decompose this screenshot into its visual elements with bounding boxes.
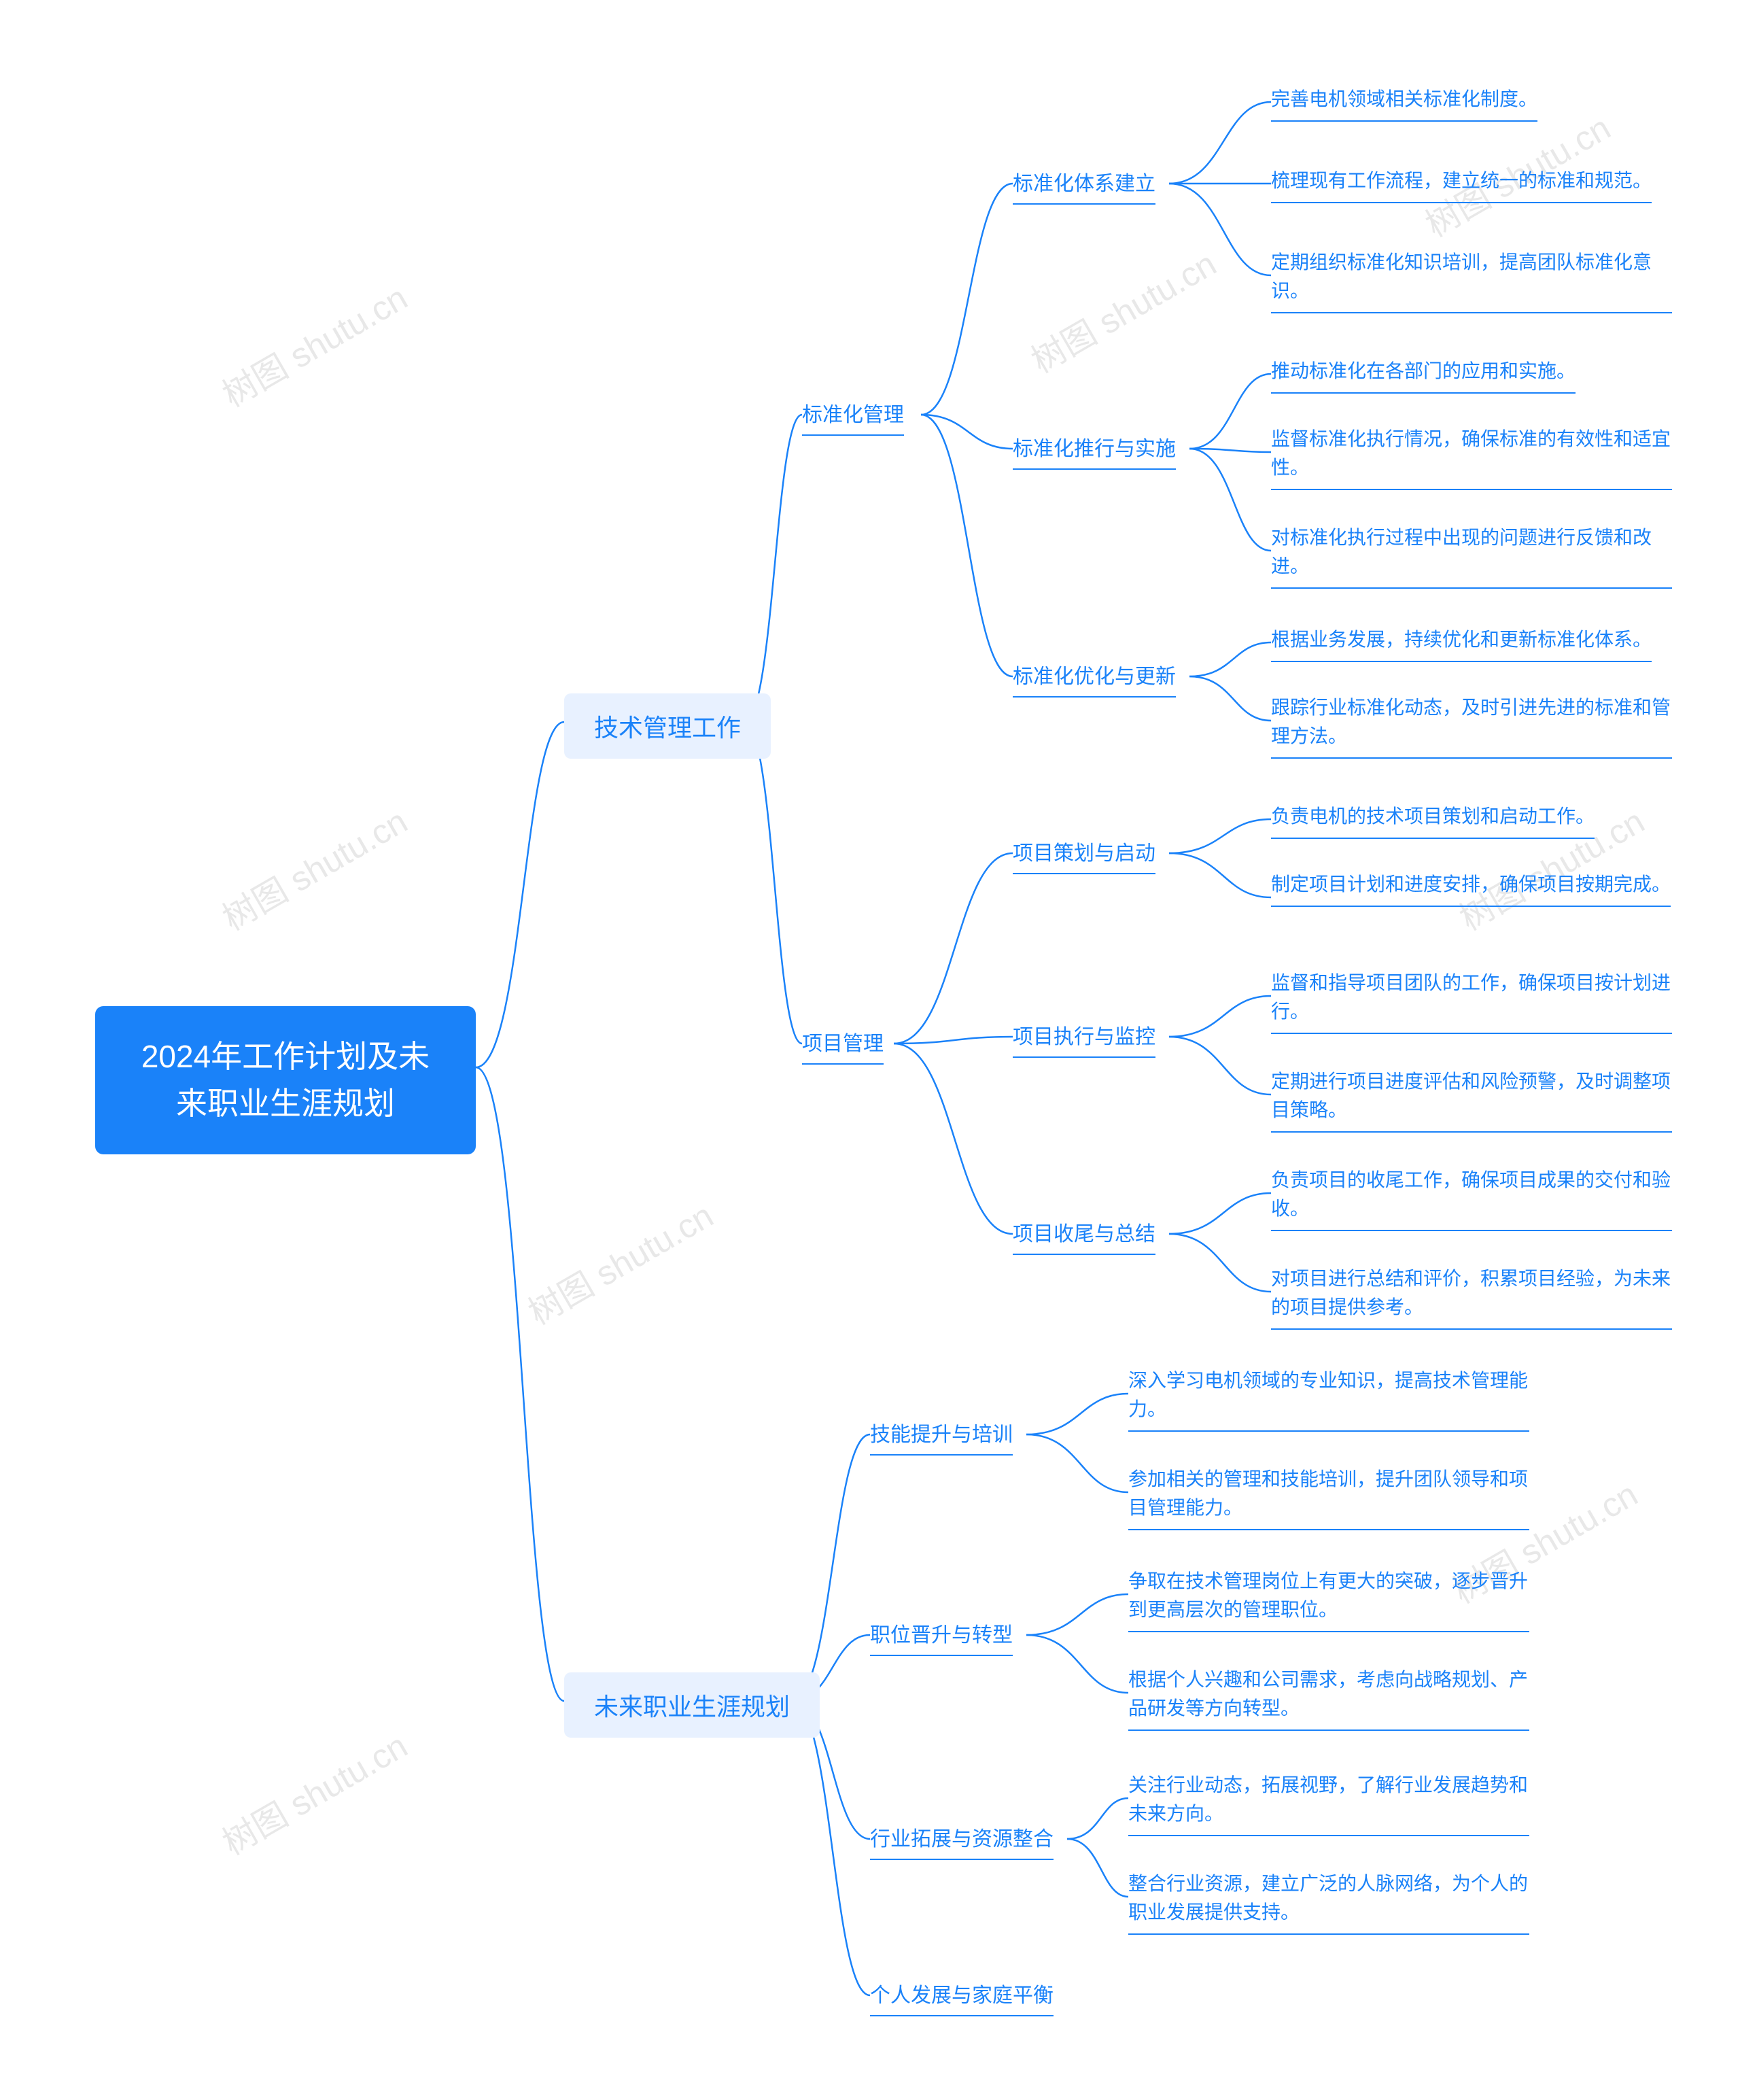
- leaf-node: 根据个人兴趣和公司需求，考虑向战略规划、产品研发等方向转型。: [1128, 1666, 1529, 1731]
- leaf-node: 负责项目的收尾工作，确保项目成果的交付和验收。: [1271, 1166, 1672, 1231]
- sub-promotion-transition: 职位晋升与转型: [870, 1618, 1013, 1656]
- leaf-node: 跟踪行业标准化动态，及时引进先进的标准和管理方法。: [1271, 693, 1672, 759]
- group-project-closure: 项目收尾与总结: [1013, 1217, 1155, 1255]
- leaf-node: 推动标准化在各部门的应用和实施。: [1271, 357, 1576, 394]
- group-project-planning: 项目策划与启动: [1013, 836, 1155, 874]
- watermark: 树图 shutu.cn: [212, 271, 415, 417]
- leaf-node: 争取在技术管理岗位上有更大的突破，逐步晋升到更高层次的管理职位。: [1128, 1567, 1529, 1632]
- leaf-node: 监督标准化执行情况，确保标准的有效性和适宜性。: [1271, 425, 1672, 490]
- leaf-node: 对项目进行总结和评价，积累项目经验，为未来的项目提供参考。: [1271, 1264, 1672, 1330]
- group-project-execution: 项目执行与监控: [1013, 1020, 1155, 1058]
- leaf-node: 负责电机的技术项目策划和启动工作。: [1271, 802, 1595, 839]
- sub-project-management: 项目管理: [802, 1027, 884, 1065]
- sub-standardization-management: 标准化管理: [802, 398, 904, 436]
- leaf-node: 完善电机领域相关标准化制度。: [1271, 85, 1537, 122]
- leaf-node: 整合行业资源，建立广泛的人脉网络，为个人的职业发展提供支持。: [1128, 1870, 1529, 1935]
- sub-personal-family-balance: 个人发展与家庭平衡: [870, 1978, 1054, 2016]
- leaf-node: 深入学习电机领域的专业知识，提高技术管理能力。: [1128, 1366, 1529, 1432]
- leaf-node: 对标准化执行过程中出现的问题进行反馈和改进。: [1271, 523, 1672, 589]
- watermark: 树图 shutu.cn: [212, 1719, 415, 1865]
- group-std-optimization-update: 标准化优化与更新: [1013, 659, 1176, 698]
- watermark: 树图 shutu.cn: [518, 1189, 720, 1335]
- root-node: 2024年工作计划及未来职业生涯规划: [95, 1006, 476, 1154]
- leaf-node: 定期组织标准化知识培训，提高团队标准化意识。: [1271, 248, 1672, 313]
- branch-technical-management: 技术管理工作: [564, 693, 771, 759]
- group-std-promotion-impl: 标准化推行与实施: [1013, 432, 1176, 470]
- watermark: 树图 shutu.cn: [212, 795, 415, 940]
- group-std-system-establish: 标准化体系建立: [1013, 167, 1155, 205]
- leaf-node: 关注行业动态，拓展视野，了解行业发展趋势和未来方向。: [1128, 1771, 1529, 1836]
- leaf-node: 制定项目计划和进度安排，确保项目按期完成。: [1271, 870, 1671, 907]
- leaf-node: 参加相关的管理和技能培训，提升团队领导和项目管理能力。: [1128, 1465, 1529, 1530]
- sub-industry-expansion: 行业拓展与资源整合: [870, 1822, 1054, 1860]
- leaf-node: 监督和指导项目团队的工作，确保项目按计划进行。: [1271, 969, 1672, 1034]
- leaf-node: 定期进行项目进度评估和风险预警，及时调整项目策略。: [1271, 1067, 1672, 1133]
- leaf-node: 梳理现有工作流程，建立统一的标准和规范。: [1271, 167, 1652, 203]
- branch-career-planning: 未来职业生涯规划: [564, 1672, 820, 1738]
- watermark: 树图 shutu.cn: [1021, 237, 1223, 383]
- sub-skill-improvement: 技能提升与培训: [870, 1417, 1013, 1456]
- leaf-node: 根据业务发展，持续优化和更新标准化体系。: [1271, 625, 1652, 662]
